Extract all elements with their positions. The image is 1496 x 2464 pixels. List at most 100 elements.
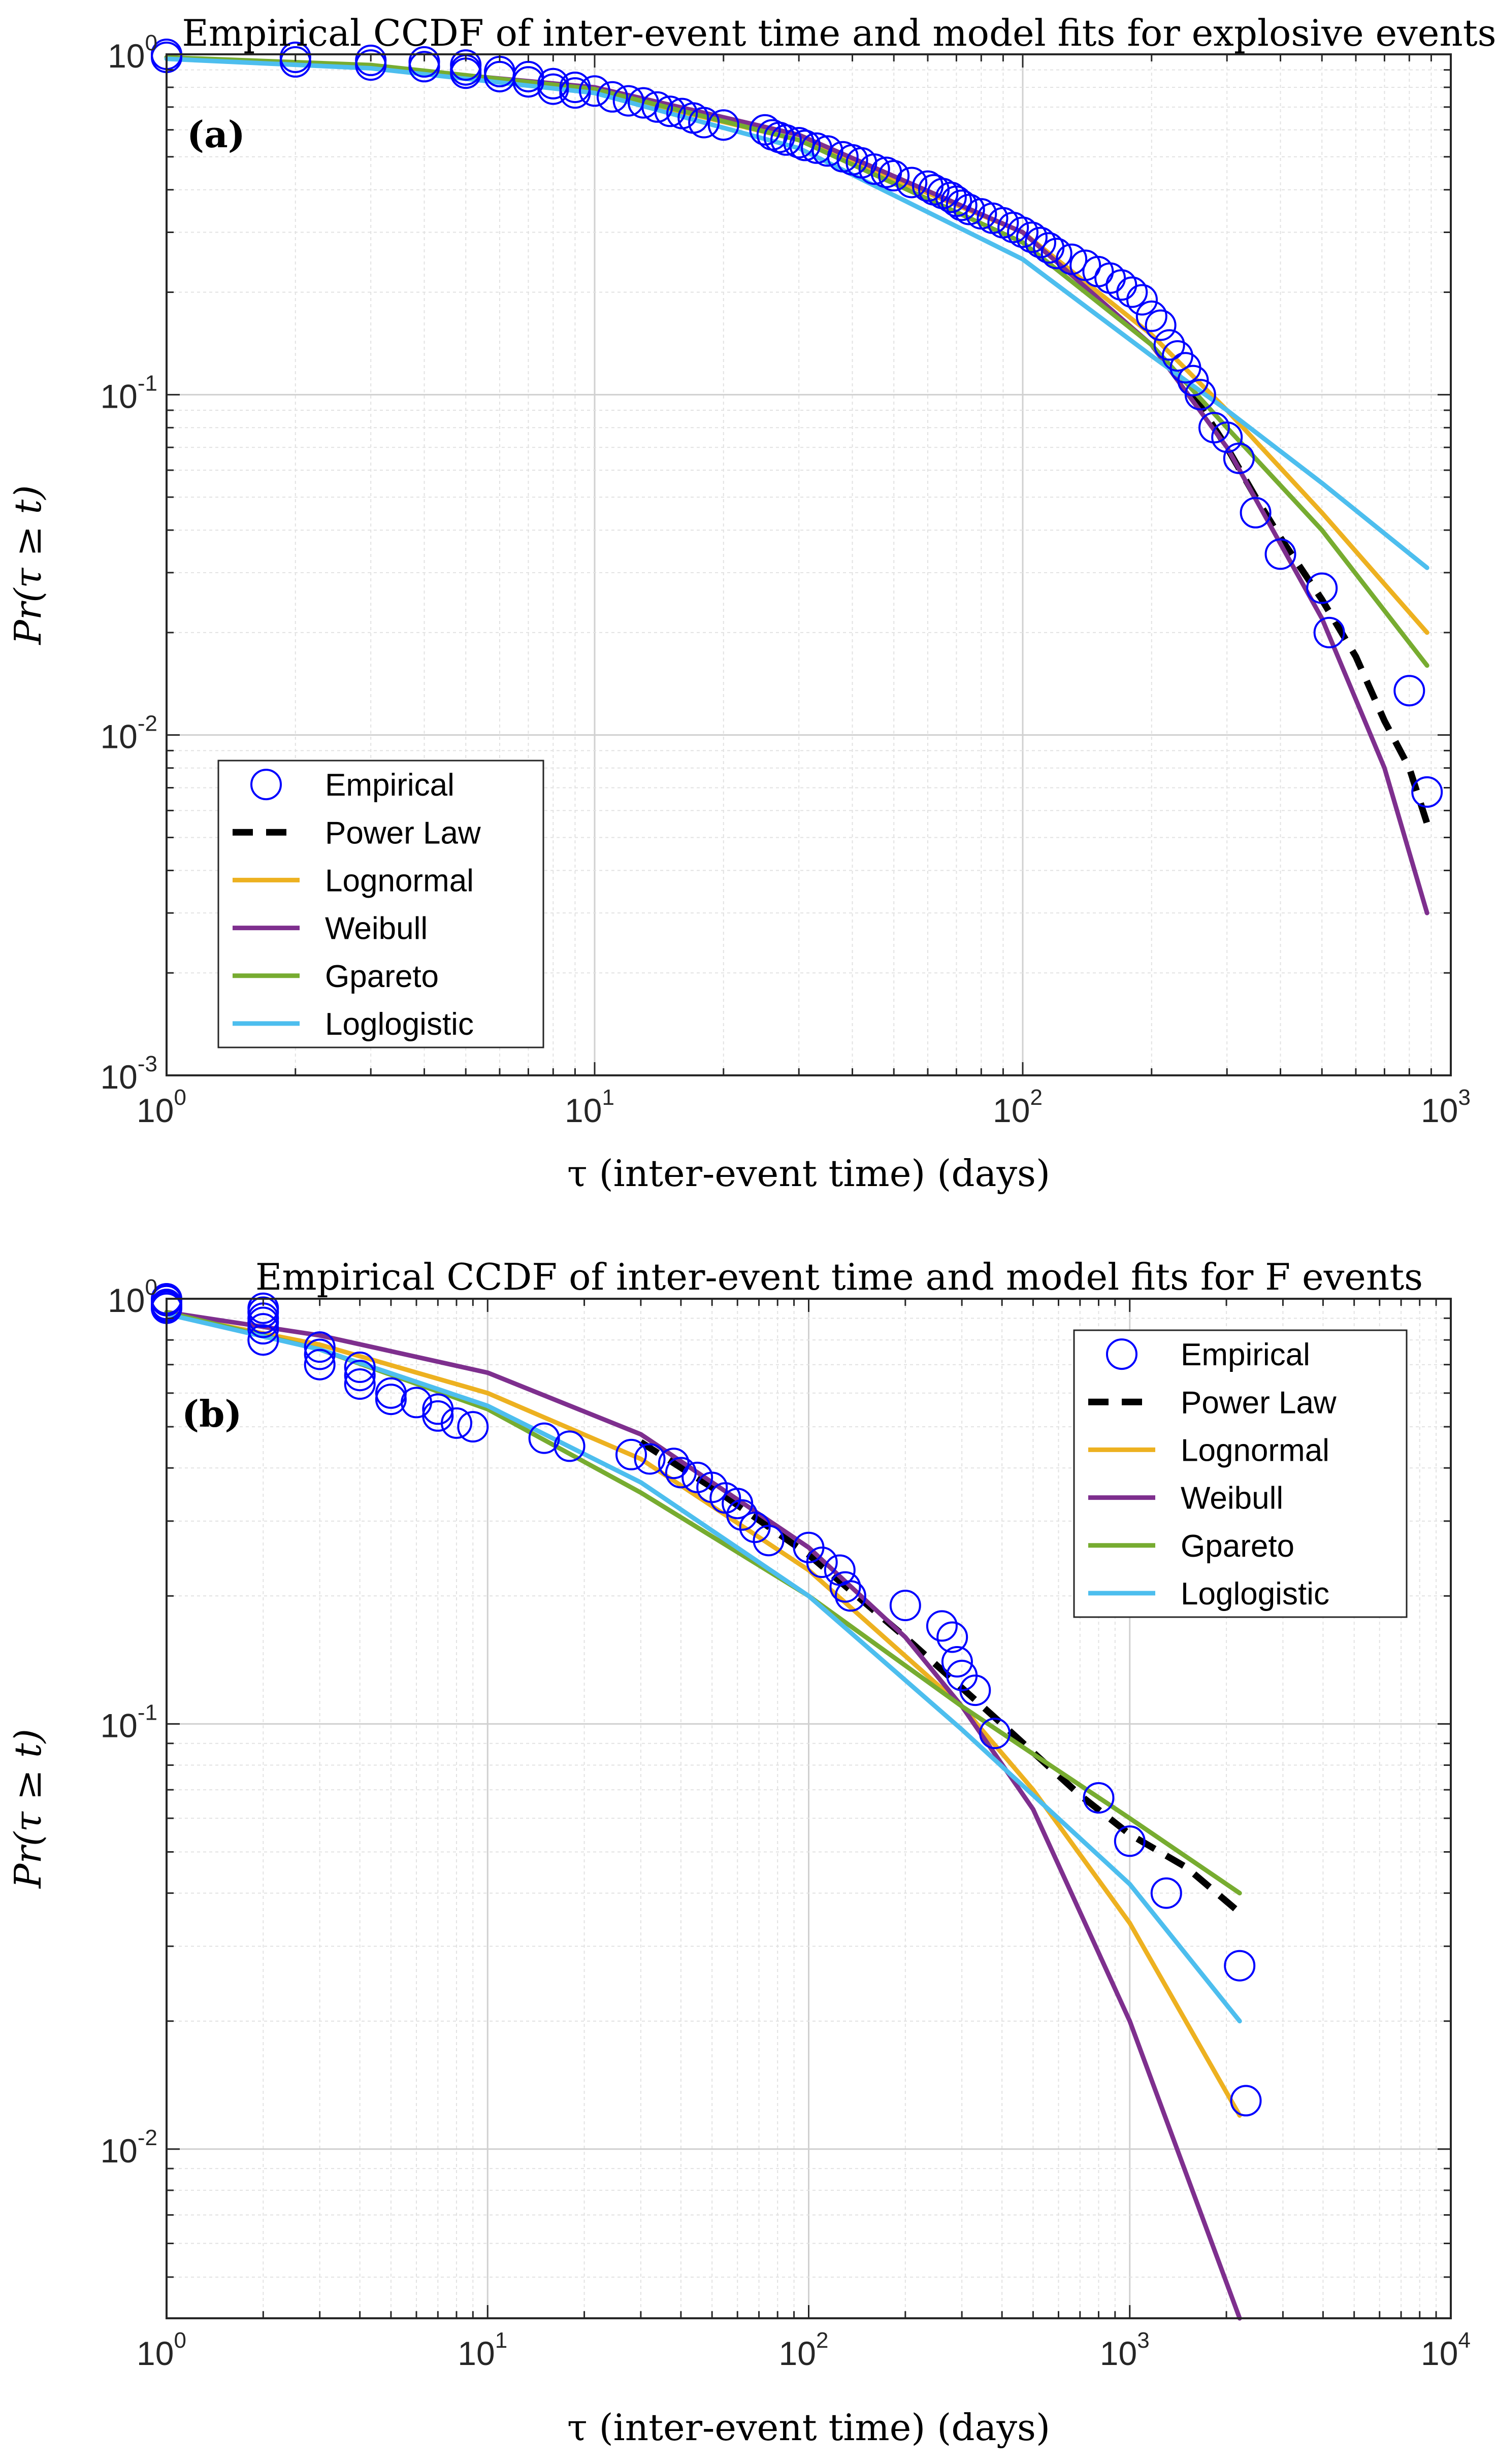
data-point — [858, 153, 890, 185]
legend-item-power-law: Power Law — [233, 815, 481, 850]
legend: Empirical Power Law Lognormal Weibull Gparet… — [217, 760, 544, 1048]
data-point — [1135, 300, 1167, 332]
data-point — [344, 1360, 376, 1392]
data-point — [1016, 221, 1048, 253]
data-point — [304, 1349, 336, 1381]
data-point — [615, 1438, 647, 1470]
chart-title: Empirical CCDF of inter-event time and m… — [255, 1256, 1423, 1298]
legend: Empirical Power Law Lognormal Weibull Gparet… — [1073, 1329, 1408, 1618]
data-point — [878, 160, 910, 191]
data-point — [749, 114, 781, 146]
series-markers-empirical — [151, 1283, 1262, 2117]
data-point — [811, 135, 843, 167]
data-point — [1114, 1825, 1146, 1857]
data-point — [726, 1499, 758, 1531]
y-axis-label: Pr(τ ≥ t) — [7, 485, 49, 646]
data-point — [596, 81, 628, 113]
data-point — [770, 124, 802, 156]
series-line-weibull — [164, 1309, 1242, 2321]
legend-box — [1073, 1329, 1408, 1618]
legend-item-loglogistic: Loglogistic — [1088, 1576, 1329, 1612]
legend-label: Empirical — [325, 768, 454, 803]
x-tick-label: 100 — [137, 1085, 186, 1129]
data-point — [375, 1384, 407, 1416]
legend-item-gpareto: Gpareto — [233, 959, 439, 994]
data-point — [247, 1306, 279, 1338]
y-tick-label: 10-3 — [100, 1052, 157, 1096]
legend-label: Lognormal — [325, 863, 474, 898]
data-point — [1177, 365, 1209, 397]
series-line-loglogistic — [164, 1311, 1242, 2024]
legend-label: Empirical — [1181, 1337, 1310, 1372]
legend-item-lognormal: Lognormal — [1088, 1433, 1329, 1468]
data-point — [935, 181, 967, 213]
data-point — [559, 77, 591, 109]
x-tick-label: 104 — [1421, 2328, 1471, 2372]
data-point — [1230, 2085, 1262, 2117]
y-tick-label: 10-2 — [100, 711, 157, 755]
x-tick-label: 101 — [565, 1085, 614, 1129]
y-tick-label: 10-1 — [100, 371, 157, 415]
data-point — [953, 193, 985, 225]
legend-label: Lognormal — [1181, 1433, 1329, 1468]
data-point — [941, 1646, 973, 1678]
data-point — [1306, 572, 1338, 604]
data-point — [789, 129, 821, 161]
data-point — [441, 1407, 472, 1439]
legend-label: Gpareto — [325, 959, 439, 994]
legend-label: Weibull — [325, 911, 428, 946]
legend-item-lognormal: Lognormal — [233, 863, 474, 898]
legend-item-weibull: Weibull — [1088, 1481, 1283, 1516]
x-axis-label: τ (inter-event time) (days) — [567, 1152, 1050, 1195]
data-point — [926, 1610, 958, 1642]
x-tick-label: 103 — [1421, 1085, 1471, 1129]
legend-swatch — [1106, 1338, 1137, 1370]
y-axis-label: Pr(τ ≥ t) — [7, 1729, 49, 1889]
legend-swatch — [250, 769, 282, 801]
data-point — [634, 1443, 666, 1475]
x-tick-label: 101 — [458, 2328, 507, 2372]
series-markers-empirical — [151, 39, 1443, 808]
data-point — [707, 109, 739, 141]
panel-label: (b) — [182, 1392, 242, 1435]
y-tick-label: 10-2 — [100, 2125, 157, 2170]
data-point — [1105, 269, 1137, 301]
data-point — [1211, 421, 1243, 453]
data-point — [528, 1422, 560, 1454]
legend-label: Loglogistic — [1181, 1576, 1329, 1612]
chart-panel-a: 100 101 102 103 10-3 10-2 10-1 100 Empirical CCD… — [7, 12, 1496, 1195]
data-point — [665, 1457, 697, 1489]
axes-box — [166, 53, 1452, 1076]
data-point — [344, 1351, 376, 1383]
legend-item-loglogistic: Loglogistic — [233, 1007, 474, 1042]
legend-item-empirical: Empirical — [250, 768, 454, 803]
legend-item-empirical: Empirical — [1106, 1337, 1310, 1372]
x-tick-label: 102 — [779, 2328, 829, 2372]
data-point — [247, 1313, 279, 1345]
data-point — [579, 75, 610, 107]
data-point — [457, 1411, 489, 1443]
y-tick-label: 100 — [108, 1275, 157, 1319]
data-point — [1240, 497, 1272, 529]
data-point — [889, 1590, 921, 1621]
y-tick-label: 100 — [108, 30, 157, 75]
legend-item-weibull: Weibull — [233, 911, 428, 946]
data-point — [247, 1296, 279, 1328]
data-point — [1153, 329, 1185, 361]
data-point — [688, 107, 720, 139]
data-point — [1007, 216, 1038, 248]
legend-label: Power Law — [1181, 1385, 1337, 1420]
data-point — [537, 73, 569, 105]
data-point — [654, 95, 686, 127]
data-point — [247, 1324, 279, 1356]
data-point — [279, 46, 311, 78]
data-point — [1224, 1950, 1256, 1982]
data-point — [896, 167, 928, 199]
chart-panel-b: 100 101 102 103 104 10-2 10-1 100 Empirical CCDF… — [7, 1256, 1471, 2449]
data-point — [1126, 284, 1158, 316]
data-point — [959, 1674, 991, 1706]
data-point — [936, 1621, 968, 1653]
data-point — [355, 49, 387, 81]
y-tick-label: 10-1 — [100, 1700, 157, 1744]
